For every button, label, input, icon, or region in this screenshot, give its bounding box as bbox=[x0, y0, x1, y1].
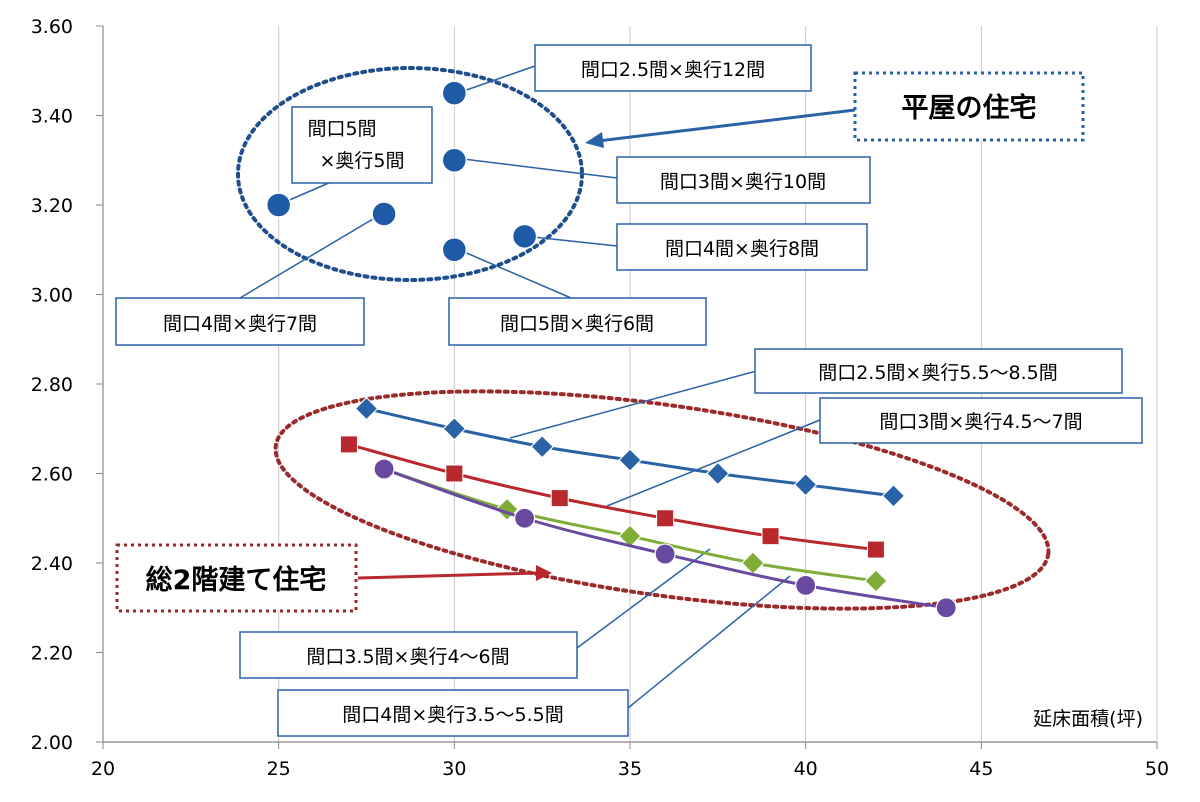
label-p2-line1: 間口5間 bbox=[307, 118, 376, 140]
leader-line-p4 bbox=[523, 235, 618, 247]
leader-line-s3 bbox=[576, 548, 711, 649]
x-tick-label: 40 bbox=[794, 758, 818, 780]
y-tick-label: 3.00 bbox=[31, 285, 73, 307]
label-box-p2 bbox=[291, 106, 433, 184]
label-box-p6 bbox=[448, 297, 707, 346]
label-box-s2 bbox=[819, 397, 1143, 444]
series-1-marker-3 bbox=[530, 434, 555, 459]
series-label-s4: 間口4間×奥行3.5～5.5間 bbox=[342, 704, 563, 726]
two-story-arrow-head bbox=[536, 565, 552, 581]
series-line-2 bbox=[348, 442, 877, 552]
label-box-s4 bbox=[277, 689, 629, 737]
series-layer bbox=[339, 396, 957, 619]
one-story-points bbox=[265, 80, 538, 263]
x-tick-label: 50 bbox=[1145, 758, 1169, 780]
y-tick-label: 2.80 bbox=[31, 374, 73, 396]
series-2-marker-4 bbox=[656, 509, 675, 528]
x-tick-label: 25 bbox=[267, 758, 291, 780]
series-2-marker-1 bbox=[339, 435, 358, 454]
label-box-p1 bbox=[534, 44, 812, 92]
series-label-s2: 間口3間×奥行4.5～7間 bbox=[879, 411, 1082, 433]
one-story-label-box bbox=[853, 71, 1085, 142]
label-p4: 間口4間×奥行8間 bbox=[665, 238, 819, 260]
label-box-p5 bbox=[115, 297, 365, 346]
label-box-s3 bbox=[239, 631, 578, 679]
series-1-marker-7 bbox=[881, 484, 906, 508]
series-1-marker-1 bbox=[354, 396, 379, 421]
series-1-marker-4 bbox=[618, 448, 642, 472]
axes bbox=[96, 25, 1158, 749]
series-4-marker-2 bbox=[513, 507, 536, 529]
y-tick-labels: 2.00 2.20 2.40 2.60 2.80 3.00 3.20 3.40 3.60 bbox=[31, 16, 73, 754]
leader-line-s4 bbox=[627, 575, 791, 709]
y-tick-label: 3.40 bbox=[31, 106, 73, 128]
leader-lines bbox=[239, 65, 821, 709]
label-box-p4 bbox=[616, 223, 868, 271]
leader-line-p5 bbox=[239, 212, 384, 299]
series-1-marker-2 bbox=[442, 416, 467, 441]
one-story-point-2 bbox=[441, 147, 468, 173]
leader-line-s1 bbox=[509, 369, 761, 439]
series-4-marker-5 bbox=[935, 597, 957, 619]
leader-line-p6 bbox=[454, 247, 579, 302]
series-label-s1: 間口2.5間×奥行5.5～8.5間 bbox=[818, 362, 1058, 384]
label-p5: 間口4間×奥行7間 bbox=[163, 313, 317, 335]
label-p3: 間口3間×奥行10間 bbox=[660, 171, 826, 193]
label-box-p3 bbox=[616, 156, 871, 204]
y-tick-label: 2.40 bbox=[31, 553, 73, 575]
series-2-marker-5 bbox=[761, 527, 780, 546]
label-p6: 間口5間×奥行6間 bbox=[500, 313, 654, 335]
series-label-s3: 間口3.5間×奥行4～6間 bbox=[306, 646, 509, 668]
series-2-marker-2 bbox=[445, 464, 464, 483]
series-4-marker-4 bbox=[795, 574, 817, 596]
one-story-point-1 bbox=[441, 80, 468, 106]
two-story-arrow bbox=[357, 571, 539, 580]
label-p2-line2: ×奥行5間 bbox=[319, 150, 404, 172]
x-axis-label: 延床面積(坪) bbox=[1033, 708, 1143, 730]
one-story-arrow-head bbox=[585, 132, 604, 148]
leader-line-s2 bbox=[606, 419, 821, 507]
label-box-s1 bbox=[754, 348, 1123, 394]
one-story-point-4 bbox=[371, 201, 397, 227]
x-tick-label: 20 bbox=[91, 758, 115, 780]
series-3-marker-5 bbox=[864, 569, 888, 593]
series-4-marker-3 bbox=[654, 543, 676, 565]
series-2-marker-6 bbox=[866, 540, 885, 559]
x-tick-labels: 20 25 30 35 40 45 50 bbox=[91, 758, 1169, 780]
x-tick-label: 35 bbox=[618, 758, 642, 780]
two-story-group-label: 総2階建て住宅 bbox=[146, 564, 327, 596]
series-label-boxes: 間口2.5間×奥行5.5～8.5間 間口3間×奥行4.5～7間 間口3.5間×奥… bbox=[239, 348, 1143, 737]
y-tick-label: 3.20 bbox=[31, 195, 73, 217]
one-story-arrow bbox=[597, 108, 856, 143]
series-4-marker-1 bbox=[373, 458, 395, 480]
x-tick-label: 45 bbox=[969, 758, 993, 780]
series-1-marker-5 bbox=[705, 461, 730, 486]
one-story-point-3 bbox=[265, 192, 292, 218]
leader-line-p1 bbox=[454, 65, 536, 95]
label-p1: 間口2.5間×奥行12間 bbox=[581, 59, 765, 81]
x-tick-label: 30 bbox=[442, 758, 466, 780]
leader-line-p3 bbox=[454, 157, 618, 179]
y-tick-label: 2.60 bbox=[31, 464, 73, 486]
series-1-marker-6 bbox=[793, 472, 818, 497]
two-story-label-box bbox=[115, 543, 358, 613]
one-story-point-5 bbox=[511, 223, 538, 250]
one-story-point-6 bbox=[441, 237, 468, 263]
y-tick-label: 3.60 bbox=[31, 16, 73, 38]
y-tick-label: 2.00 bbox=[31, 732, 73, 754]
point-label-boxes: 間口2.5間×奥行12間 間口5間 ×奥行5間 間口3間×奥行10間 間口4間×… bbox=[115, 44, 871, 346]
one-story-group-label: 平屋の住宅 bbox=[902, 92, 1037, 124]
y-tick-label: 2.20 bbox=[31, 643, 73, 665]
series-2-marker-3 bbox=[550, 489, 569, 508]
